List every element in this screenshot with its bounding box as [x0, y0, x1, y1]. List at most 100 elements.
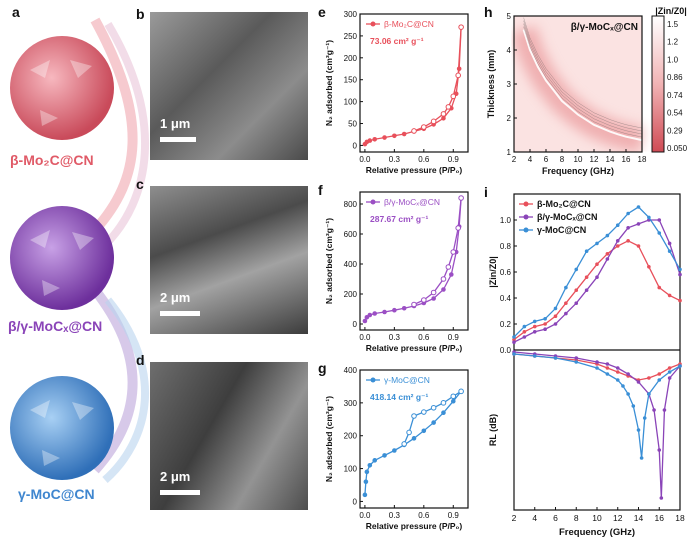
- impedance-point: [553, 314, 558, 318]
- x-tick-label: 0.3: [389, 511, 401, 520]
- x-tick-label: 12: [613, 513, 623, 523]
- colorbar-tick-label: 0.86: [667, 73, 683, 82]
- desorption-point: [458, 195, 464, 201]
- reflection-loss-point: [657, 448, 662, 452]
- adsorption-point: [441, 115, 446, 121]
- reflection-loss-point: [574, 356, 579, 360]
- plot-frame: [359, 191, 469, 331]
- y-axis-label: N₂ adsorbed (cm³g⁻¹): [324, 396, 334, 482]
- x-tick-label: 4: [532, 513, 537, 523]
- impedance-point: [512, 337, 516, 342]
- x-axis-label: Relative pressure (P/P₀): [366, 343, 463, 353]
- adsorption-point: [449, 272, 454, 277]
- x-tick-label: 4: [528, 155, 533, 164]
- label-beta-mo2c: β-Mo₂C@CN: [10, 152, 94, 168]
- adsorption-point: [441, 410, 446, 416]
- impedance-point: [636, 205, 641, 209]
- impedance-point: [532, 324, 537, 329]
- desorption-point: [430, 404, 437, 411]
- legend-marker: [370, 199, 376, 205]
- desorption-point: [430, 118, 437, 125]
- heatmap-title: β/γ-MoCₓ@CN: [571, 22, 638, 33]
- material-spheres-illustration: [10, 17, 150, 483]
- y-tick-label: 0.0: [500, 346, 512, 355]
- label-beta-gamma-mocx: β/γ-MoCₓ@CN: [8, 318, 103, 334]
- x-tick-label: 0.0: [359, 511, 371, 520]
- surface-area-annotation: 73.06 cm² g⁻¹: [370, 36, 424, 46]
- desorption-point: [450, 93, 457, 100]
- reflection-loss-point: [595, 360, 599, 364]
- panel-label-d: d: [136, 352, 145, 368]
- y-tick-label: 0: [353, 141, 358, 150]
- impedance-point: [615, 239, 620, 243]
- reflection-loss-point: [512, 352, 516, 356]
- impedance-point: [543, 317, 547, 321]
- sem-image-b: 1 μm: [150, 12, 308, 160]
- y-axis-label: N₂ adsorbed (cm³g⁻¹): [324, 218, 334, 304]
- scale-text-b: 1 μm: [160, 116, 191, 131]
- colorbar-tick-label: 0.29: [667, 126, 683, 135]
- desorption-point: [421, 124, 427, 130]
- y-tick-label: 3: [507, 80, 512, 89]
- reflection-loss-point: [667, 366, 672, 370]
- panel-label-b: b: [136, 6, 145, 22]
- reflection-loss-point: [667, 370, 672, 374]
- x-tick-label: 8: [560, 155, 565, 164]
- y-axis-label-top: |Zin/Z0|: [488, 256, 498, 288]
- x-tick-label: 8: [574, 513, 579, 523]
- x-tick-label: 18: [638, 155, 647, 164]
- x-tick-label: 6: [544, 155, 549, 164]
- adsorption-point: [431, 420, 436, 425]
- plot-frame: [359, 369, 469, 509]
- adsorption-point: [382, 309, 387, 315]
- adsorption-point: [372, 311, 378, 316]
- x-tick-label: 12: [590, 155, 599, 164]
- reflection-loss-point: [662, 408, 667, 412]
- desorption-point: [445, 264, 452, 270]
- adsorption-point: [392, 307, 397, 313]
- adsorption-point: [363, 479, 369, 485]
- impedance-point: [657, 231, 662, 235]
- panel-label-c: c: [136, 176, 144, 192]
- impedance-point: [574, 301, 579, 305]
- adsorption-point: [431, 296, 436, 301]
- impedance-point: [584, 249, 589, 253]
- x-axis-label: Frequency (GHz): [559, 527, 635, 538]
- adsorption-point: [367, 138, 373, 143]
- reflection-loss-line: [513, 351, 681, 499]
- impedance-point: [584, 275, 589, 279]
- desorption-point: [411, 128, 417, 134]
- x-tick-label: 0.6: [418, 333, 430, 342]
- reflection-loss-point: [626, 392, 630, 396]
- adsorption-point: [441, 287, 446, 292]
- legend-label: β-Mo₂C@CN: [537, 199, 591, 209]
- sphere-beta-mo2c: [10, 36, 114, 140]
- scale-bar-b: [160, 137, 196, 142]
- reflection-loss-point: [626, 372, 630, 376]
- panel-label-f: f: [318, 182, 323, 198]
- reflection-loss-point: [615, 366, 620, 370]
- desorption-point: [430, 289, 437, 296]
- x-tick-label: 16: [622, 155, 631, 164]
- impedance-point: [657, 285, 662, 290]
- adsorption-point: [372, 458, 378, 463]
- label-gamma-moc: γ-MoC@CN: [18, 486, 95, 502]
- x-tick-label: 18: [675, 513, 685, 523]
- y-tick-label: 200: [344, 432, 358, 441]
- y-tick-label: 400: [344, 366, 358, 375]
- impedance-point: [636, 222, 641, 226]
- impedance-point: [584, 288, 589, 292]
- y-tick-label: 50: [348, 120, 357, 129]
- impedance-point: [543, 327, 547, 331]
- reflection-loss-point: [595, 366, 599, 370]
- legend-label: γ-MoC@CN: [384, 375, 430, 385]
- impedance-point: [667, 249, 672, 253]
- sphere-beta-gamma-mocx: [10, 206, 114, 310]
- contour-line: [523, 23, 643, 135]
- impedance-point: [626, 226, 630, 230]
- colorbar-tick-label: 1.5: [667, 20, 679, 29]
- impedance-point: [522, 324, 527, 329]
- adsorption-point: [401, 305, 407, 311]
- adsorption-point: [367, 312, 373, 318]
